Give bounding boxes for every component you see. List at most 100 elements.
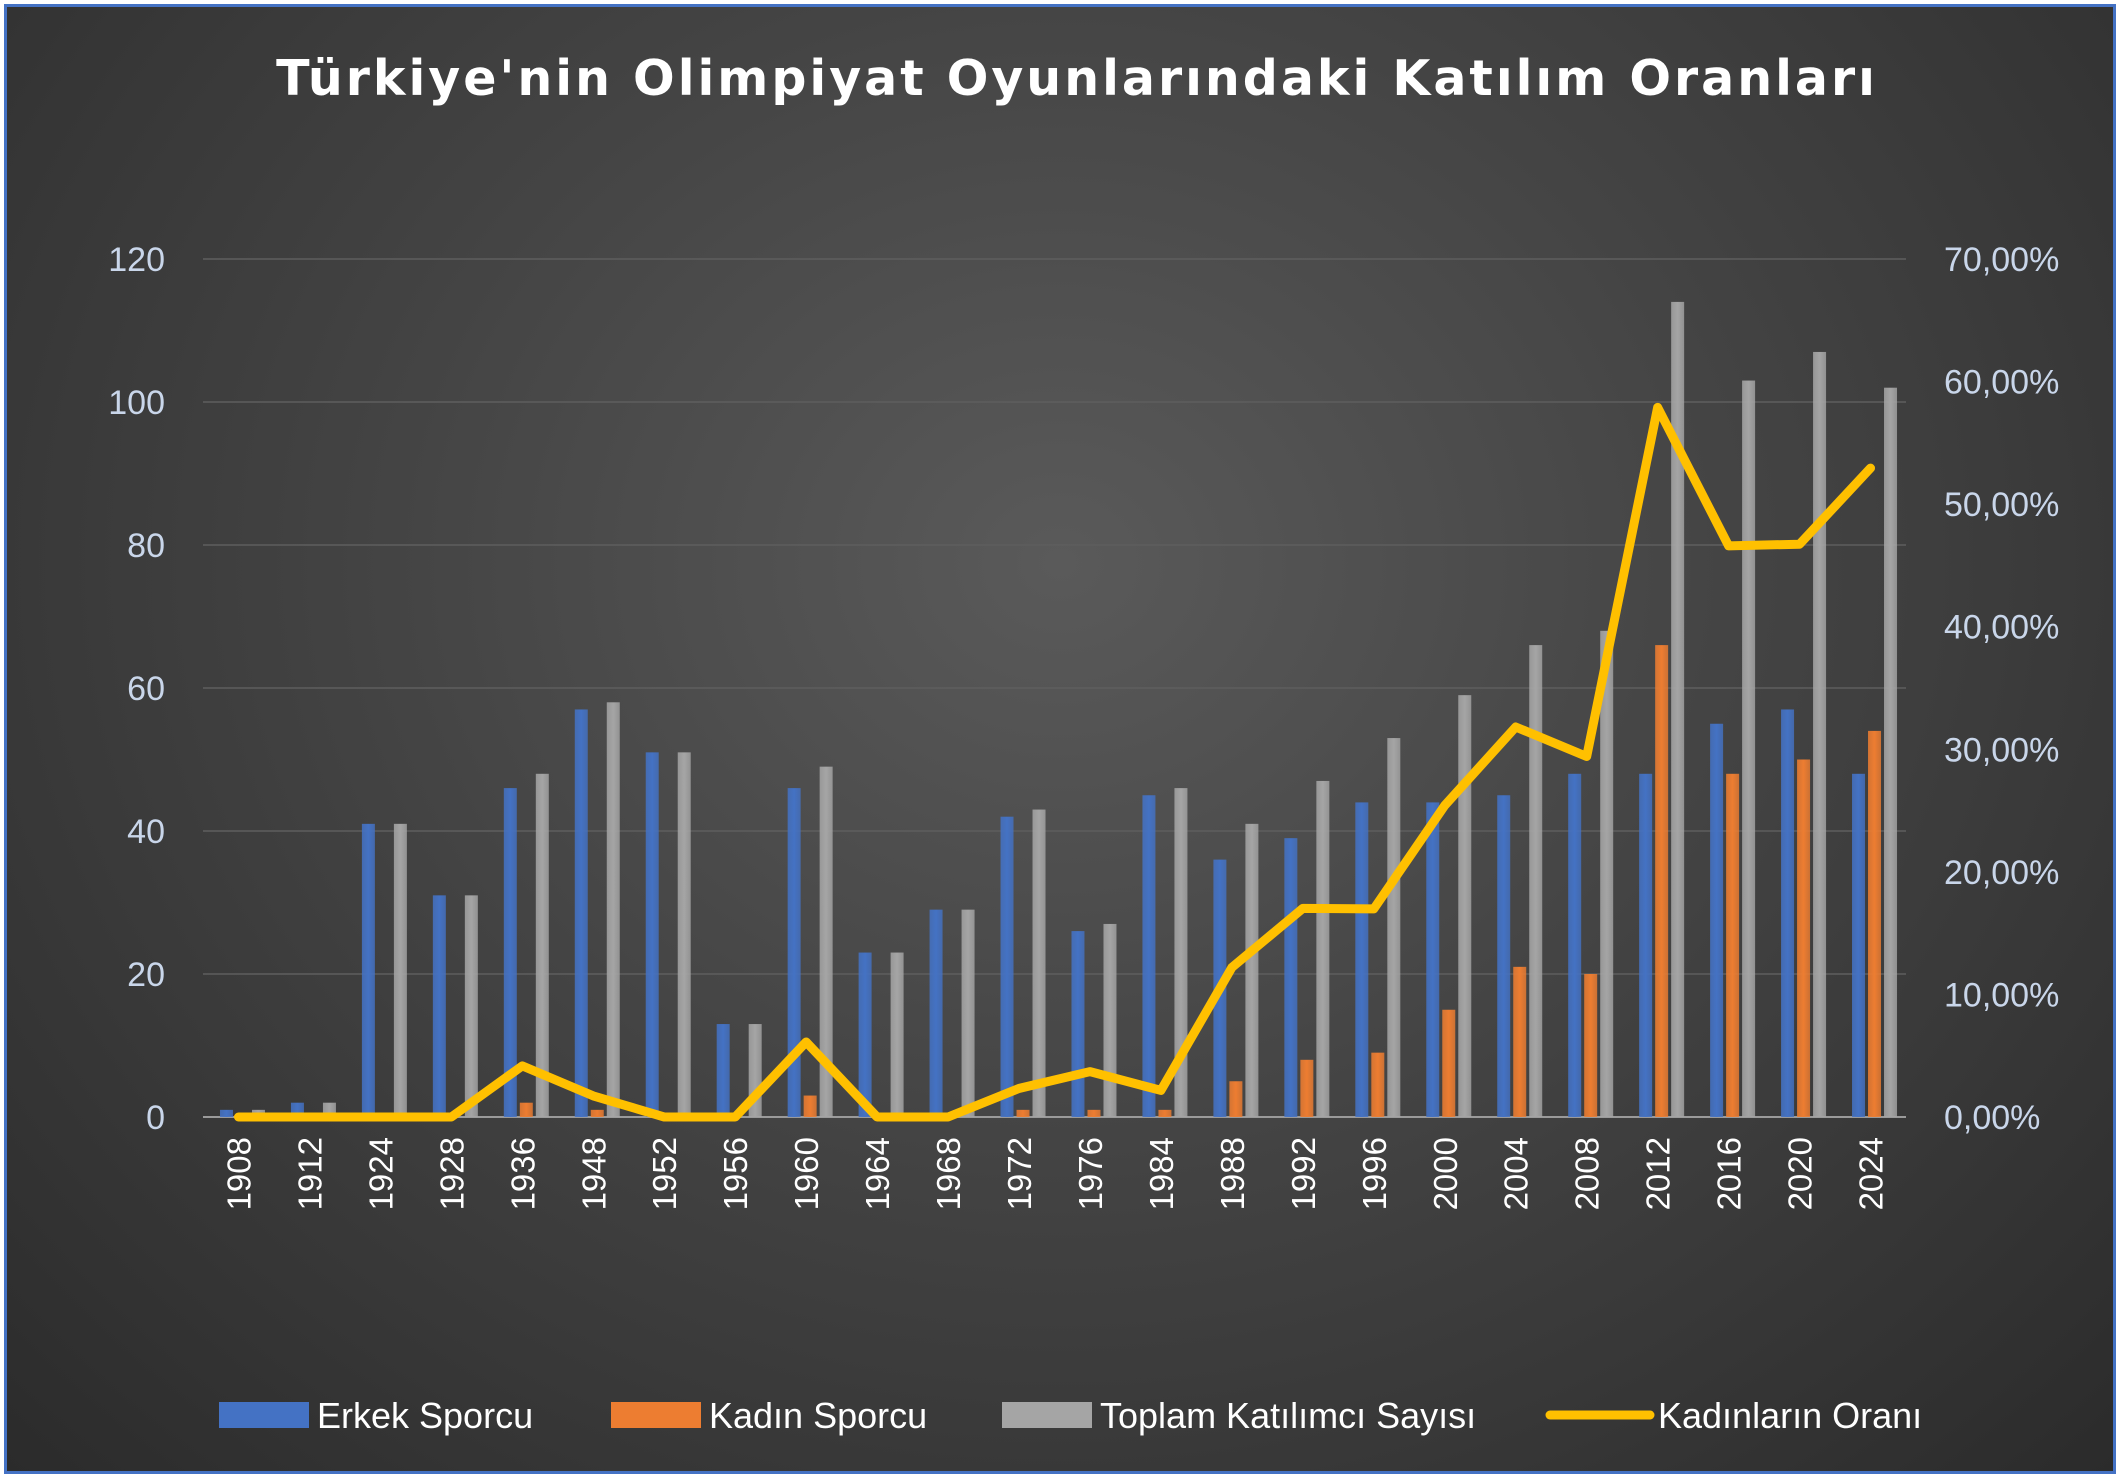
- chart-title: Türkiye'nin Olimpiyat Oyunlarındaki Katı…: [276, 50, 1878, 107]
- bar-toplam-kat-l-mc-say-s-: [1032, 809, 1046, 1117]
- left-axis-ticks: 0 20 40 60 80 100 120: [108, 241, 165, 1137]
- bar-kad-n-sporcu: [590, 1109, 604, 1117]
- bar-erkek-sporcu: [1781, 709, 1795, 1117]
- right-tick-label: 30,00%: [1944, 731, 2059, 769]
- bar-toplam-kat-l-mc-say-s-: [1600, 630, 1614, 1117]
- x-tick-label: 2008: [1569, 1137, 1606, 1210]
- x-tick-label: 2016: [1711, 1137, 1748, 1210]
- bar-kad-n-sporcu: [803, 1095, 817, 1117]
- legend: Erkek Sporcu Kadın Sporcu Toplam Katılımcı…: [219, 1395, 1922, 1436]
- left-tick-label: 80: [127, 527, 165, 565]
- x-tick-label: 1960: [788, 1137, 825, 1210]
- left-tick-label: 60: [127, 670, 165, 708]
- bar-toplam-kat-l-mc-say-s-: [1387, 738, 1401, 1117]
- gridlines: [203, 258, 1906, 1118]
- bar-kad-n-sporcu: [1726, 773, 1740, 1117]
- x-tick-label: 1992: [1285, 1137, 1322, 1210]
- legend-swatch: [611, 1402, 701, 1428]
- bar-erkek-sporcu: [1497, 795, 1511, 1117]
- bar-erkek-sporcu: [716, 1024, 730, 1117]
- bar-kad-n-sporcu: [1868, 730, 1882, 1117]
- bar-kad-n-sporcu: [1371, 1052, 1385, 1117]
- bar-erkek-sporcu: [361, 823, 375, 1117]
- legend-label: Toplam Katılımcı Sayısı: [1100, 1395, 1476, 1436]
- bar-toplam-kat-l-mc-say-s-: [1103, 923, 1117, 1117]
- x-tick-label: 1908: [220, 1137, 257, 1210]
- x-tick-label: 1968: [930, 1137, 967, 1210]
- right-axis-ticks: 0,00% 10,00% 20,00% 30,00% 40,00% 50,00% 60,00…: [1944, 241, 2059, 1137]
- bar-erkek-sporcu: [503, 788, 517, 1117]
- bar-kad-n-sporcu: [1797, 759, 1811, 1117]
- x-tick-label: 1976: [1072, 1137, 1109, 1210]
- left-tick-label: 120: [108, 241, 165, 279]
- right-tick-label: 40,00%: [1944, 609, 2059, 647]
- line-kadinlarin-orani: [233, 402, 1876, 1122]
- bar-toplam-kat-l-mc-say-s-: [961, 909, 975, 1117]
- legend-swatch: [219, 1402, 309, 1428]
- right-tick-label: 0,00%: [1944, 1099, 2040, 1137]
- legend-label: Kadınların Oranı: [1658, 1395, 1922, 1436]
- bar-toplam-kat-l-mc-say-s-: [677, 752, 691, 1117]
- left-tick-label: 100: [108, 384, 165, 422]
- bar-kad-n-sporcu: [1655, 645, 1669, 1117]
- bar-erkek-sporcu: [858, 952, 872, 1117]
- x-tick-label: 2004: [1498, 1137, 1535, 1210]
- bar-erkek-sporcu: [574, 709, 588, 1117]
- right-tick-label: 10,00%: [1944, 976, 2059, 1014]
- bar-kad-n-sporcu: [519, 1102, 533, 1117]
- left-tick-label: 20: [127, 956, 165, 994]
- bar-erkek-sporcu: [1639, 773, 1653, 1117]
- x-tick-label: 1984: [1143, 1137, 1180, 1210]
- bar-erkek-sporcu: [1000, 816, 1014, 1117]
- bar-toplam-kat-l-mc-say-s-: [1742, 380, 1756, 1117]
- x-tick-label: 1952: [646, 1137, 683, 1210]
- bar-erkek-sporcu: [432, 895, 446, 1117]
- left-tick-label: 0: [146, 1099, 165, 1137]
- bar-erkek-sporcu: [1852, 773, 1866, 1117]
- bar-toplam-kat-l-mc-say-s-: [1884, 387, 1898, 1117]
- right-tick-label: 20,00%: [1944, 854, 2059, 892]
- x-tick-label: 2012: [1640, 1137, 1677, 1210]
- bar-kad-n-sporcu: [1442, 1009, 1456, 1117]
- bar-toplam-kat-l-mc-say-s-: [890, 952, 904, 1117]
- bar-toplam-kat-l-mc-say-s-: [1671, 301, 1685, 1117]
- x-tick-label: 1924: [362, 1137, 399, 1210]
- combo-chart: Türkiye'nin Olimpiyat Oyunlarındaki Katı…: [108, 50, 2059, 1436]
- bar-erkek-sporcu: [929, 909, 943, 1117]
- bar-erkek-sporcu: [1142, 795, 1156, 1117]
- bar-erkek-sporcu: [1426, 802, 1440, 1117]
- bar-toplam-kat-l-mc-say-s-: [1174, 788, 1188, 1117]
- bar-toplam-kat-l-mc-say-s-: [535, 773, 549, 1117]
- x-tick-label: 1964: [859, 1137, 896, 1210]
- x-tick-label: 2000: [1427, 1137, 1464, 1210]
- bar-toplam-kat-l-mc-say-s-: [1458, 695, 1472, 1117]
- bar-toplam-kat-l-mc-say-s-: [1529, 645, 1543, 1117]
- bar-erkek-sporcu: [1355, 802, 1369, 1117]
- x-tick-label: 2020: [1782, 1137, 1819, 1210]
- line-series: [233, 402, 1876, 1122]
- x-tick-label: 1956: [717, 1137, 754, 1210]
- bar-toplam-kat-l-mc-say-s-: [1245, 823, 1259, 1117]
- bar-kad-n-sporcu: [1158, 1109, 1172, 1117]
- bar-toplam-kat-l-mc-say-s-: [606, 702, 620, 1117]
- x-tick-label: 1996: [1356, 1137, 1393, 1210]
- x-tick-label: 2024: [1853, 1137, 1890, 1210]
- bar-toplam-kat-l-mc-say-s-: [819, 766, 833, 1117]
- bar-kad-n-sporcu: [1513, 966, 1527, 1117]
- right-tick-label: 70,00%: [1944, 241, 2059, 279]
- bar-erkek-sporcu: [1568, 773, 1582, 1117]
- bar-kad-n-sporcu: [1087, 1109, 1101, 1117]
- x-tick-label: 1988: [1214, 1137, 1251, 1210]
- x-tick-label: 1972: [1001, 1137, 1038, 1210]
- bar-erkek-sporcu: [1710, 723, 1724, 1117]
- legend-label: Erkek Sporcu: [317, 1395, 533, 1436]
- legend-label: Kadın Sporcu: [709, 1395, 927, 1436]
- bar-toplam-kat-l-mc-say-s-: [464, 895, 478, 1117]
- bar-kad-n-sporcu: [1584, 974, 1598, 1117]
- left-tick-label: 40: [127, 813, 165, 851]
- bar-kad-n-sporcu: [1016, 1109, 1030, 1117]
- x-tick-label: 1936: [504, 1137, 541, 1210]
- bar-erkek-sporcu: [1284, 838, 1298, 1117]
- bars: [219, 301, 1898, 1117]
- right-tick-label: 50,00%: [1944, 486, 2059, 524]
